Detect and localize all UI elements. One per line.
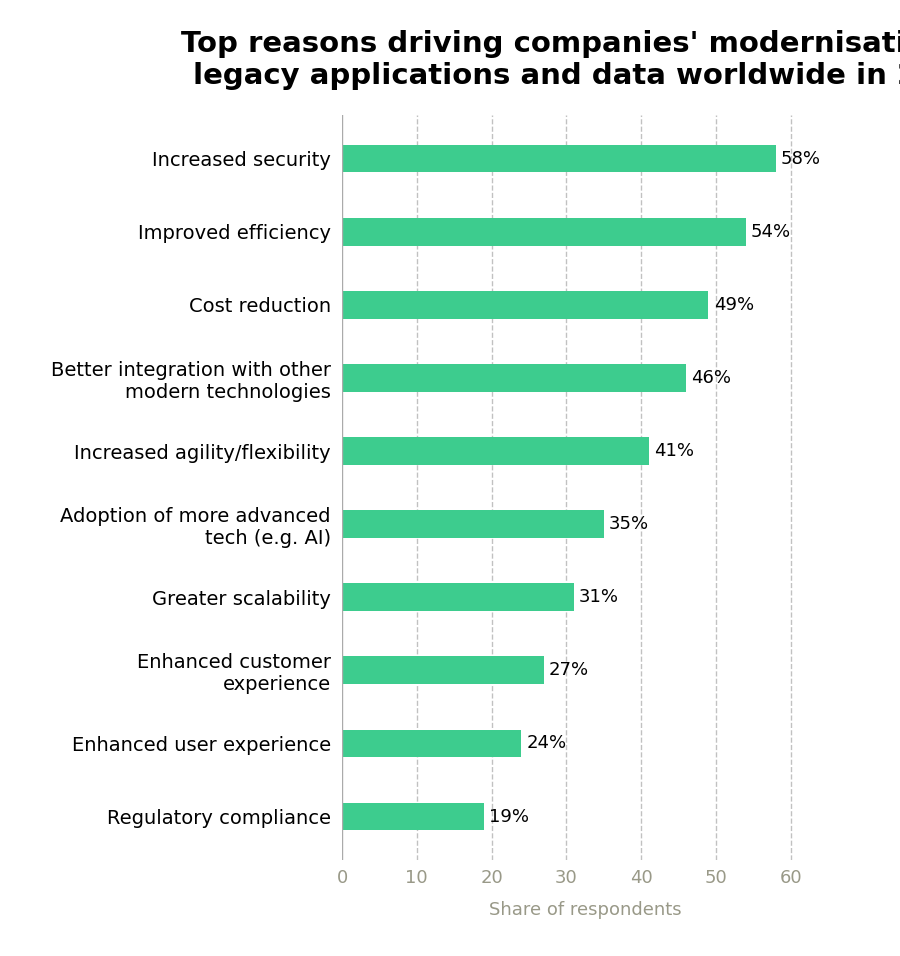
Text: 41%: 41% <box>653 442 694 460</box>
Bar <box>342 218 746 246</box>
Bar <box>342 657 544 684</box>
Bar <box>342 729 521 757</box>
X-axis label: Share of respondents: Share of respondents <box>489 901 681 919</box>
Text: 19%: 19% <box>490 808 529 826</box>
Bar <box>342 803 484 831</box>
Text: 24%: 24% <box>526 734 567 752</box>
Bar <box>342 437 649 465</box>
Text: 31%: 31% <box>579 588 619 606</box>
Bar <box>342 144 776 172</box>
Bar <box>342 364 686 392</box>
Text: 54%: 54% <box>751 223 791 241</box>
Text: 27%: 27% <box>549 662 590 680</box>
Text: 58%: 58% <box>781 149 821 167</box>
Bar <box>342 511 604 538</box>
Bar <box>342 291 708 318</box>
Bar <box>342 583 574 611</box>
Text: 46%: 46% <box>691 369 731 387</box>
Text: 35%: 35% <box>609 515 649 533</box>
Title: Top reasons driving companies' modernisation of
legacy applications and data wor: Top reasons driving companies' modernisa… <box>181 30 900 90</box>
Text: 49%: 49% <box>714 295 753 314</box>
